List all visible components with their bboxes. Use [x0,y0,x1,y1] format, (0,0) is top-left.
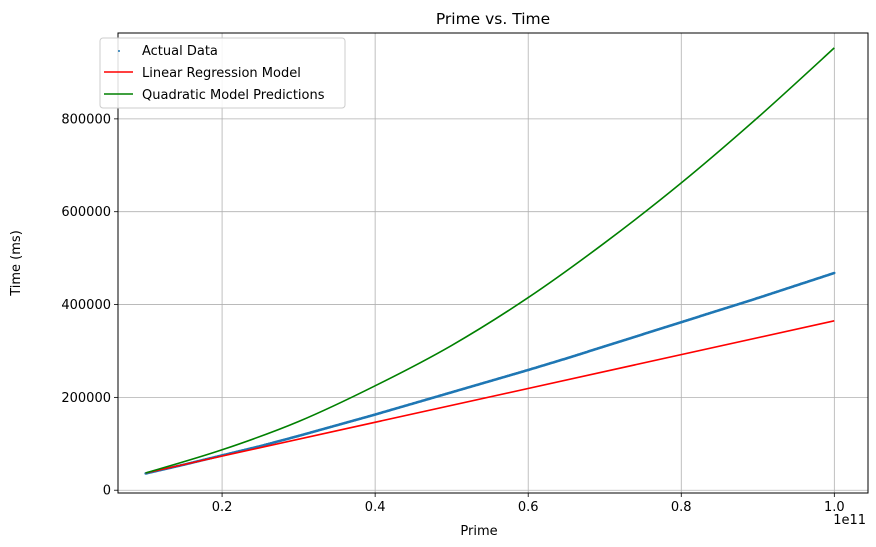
data-point [373,413,377,416]
series-linear-regression-model-line [145,320,835,474]
data-point [412,402,415,405]
data-point [680,320,683,324]
y-tick-label: 0 [103,484,111,499]
data-point [603,345,606,348]
grid [118,33,868,493]
data-point [488,379,492,383]
series-quadratic-model-predictions-line [145,47,835,474]
data-point [335,424,339,427]
data-point [641,333,645,336]
legend-label-quadratic-model: Quadratic Model Predictions [142,88,325,103]
plot-marks [144,47,836,475]
data-point [297,434,300,438]
data-point [527,368,530,372]
y-tick-label: 600000 [61,205,111,220]
legend-box [99,37,346,109]
x-axis-label: Prime [460,524,497,539]
plot-frame [117,32,869,494]
data-point [756,296,759,300]
x-tick-label: 0.6 [518,500,539,515]
y-tick-label: 200000 [61,391,111,406]
chart-title: Prime vs. Time [436,10,550,28]
y-axis-ticks: 0 200000 400000 600000 800000 [61,112,118,499]
x-tick-label: 0.4 [365,500,386,515]
data-point [565,357,568,360]
legend: Actual Data Linear Regression Model Quad… [99,37,346,109]
x-tick-label: 0.8 [671,500,692,515]
x-tick-label: 1.0 [824,500,845,515]
x-axis-ticks: 0.2 0.4 0.6 0.8 1.0 [212,493,845,515]
legend-label-actual-data: Actual Data [142,44,218,59]
data-point [450,391,453,394]
x-tick-label: 0.2 [212,500,233,515]
data-point [794,284,798,287]
legend-label-linear-regression: Linear Regression Model [142,66,301,81]
x-axis-offset-label: 1e11 [833,513,866,528]
data-point [718,308,721,312]
y-axis-label: Time (ms) [9,230,24,297]
legend-marker-actual-data [118,50,120,52]
y-tick-label: 400000 [61,298,111,313]
y-tick-label: 800000 [61,112,111,127]
data-point [833,271,836,275]
